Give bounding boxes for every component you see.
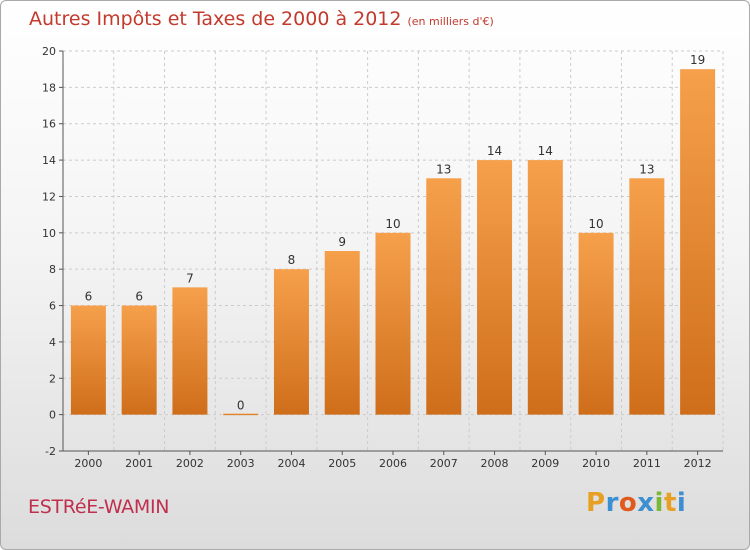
x-tick-label: 2012: [684, 457, 712, 470]
bar: [121, 305, 157, 415]
logo-letter: i: [654, 488, 664, 518]
data-label: 7: [186, 271, 194, 285]
x-tick-label: 2001: [125, 457, 153, 470]
logo-letter: x: [637, 488, 655, 518]
y-tick-label: 0: [49, 409, 56, 422]
data-label: 6: [135, 290, 143, 304]
y-tick-label: 6: [49, 300, 56, 313]
bars: [70, 69, 716, 416]
logo-letter: i: [676, 488, 687, 518]
x-tick-label: 2008: [481, 457, 509, 470]
bar: [70, 305, 106, 415]
chart-title-text: Autres Impôts et Taxes de 2000 à 2012: [29, 8, 402, 30]
data-label: 10: [385, 217, 400, 231]
data-label: 6: [85, 290, 93, 304]
x-tick-label: 2002: [176, 457, 204, 470]
proxiti-logo: Proxiti: [586, 488, 686, 518]
data-label: 9: [338, 235, 346, 249]
y-tick-label: 14: [42, 154, 56, 167]
x-tick-label: 2007: [430, 457, 458, 470]
bar: [426, 178, 462, 415]
data-label: 19: [690, 53, 705, 67]
x-tick-label: 2003: [227, 457, 255, 470]
bar: [629, 178, 665, 415]
data-label: 0: [237, 399, 245, 413]
data-labels: 6 6 7 0 8 9 10 13 14 14 10 13 19: [85, 53, 706, 412]
logo-letter: P: [586, 488, 606, 518]
chart-title: Autres Impôts et Taxes de 2000 à 2012 (en…: [29, 8, 494, 30]
data-label: 13: [436, 162, 451, 176]
bar: [273, 269, 309, 415]
data-label: 10: [588, 217, 603, 231]
x-tick-label: 2011: [633, 457, 661, 470]
logo-letter: r: [605, 488, 619, 518]
y-tick-label: 8: [49, 263, 56, 276]
y-tick-label: 2: [49, 372, 56, 385]
data-label: 14: [538, 144, 553, 158]
x-tick-label: 2009: [531, 457, 559, 470]
y-tick-label: 16: [42, 118, 56, 131]
data-label: 13: [639, 162, 654, 176]
x-tick-label: 2010: [582, 457, 610, 470]
bar: [578, 232, 614, 415]
tick-labels: -2 0 2 4 6 8 10 12 14 16 18 20 2000 2001 2002 2003 2004 2…: [42, 45, 712, 470]
bar: [324, 251, 360, 415]
x-tick-label: 2000: [74, 457, 102, 470]
y-tick-label: 4: [49, 336, 56, 349]
bar: [527, 160, 563, 415]
bar: [223, 413, 259, 416]
y-tick-label: -2: [45, 445, 56, 458]
y-tick-label: 12: [42, 190, 56, 203]
x-tick-label: 2006: [379, 457, 407, 470]
unit-label: (en milliers d'€): [407, 15, 494, 28]
bar: [477, 160, 513, 415]
data-label: 14: [487, 144, 502, 158]
y-tick-label: 10: [42, 227, 56, 240]
bar: [680, 69, 716, 415]
axes: [59, 50, 723, 455]
y-tick-label: 18: [42, 81, 56, 94]
x-tick-label: 2004: [277, 457, 305, 470]
bar: [172, 287, 208, 415]
logo-letter: t: [663, 488, 677, 518]
bar: [375, 232, 411, 415]
logo-letter: o: [618, 488, 638, 518]
data-label: 8: [288, 253, 296, 267]
y-tick-label: 20: [42, 45, 56, 58]
x-tick-label: 2005: [328, 457, 356, 470]
commune-name: ESTRéE-WAMIN: [28, 496, 170, 518]
